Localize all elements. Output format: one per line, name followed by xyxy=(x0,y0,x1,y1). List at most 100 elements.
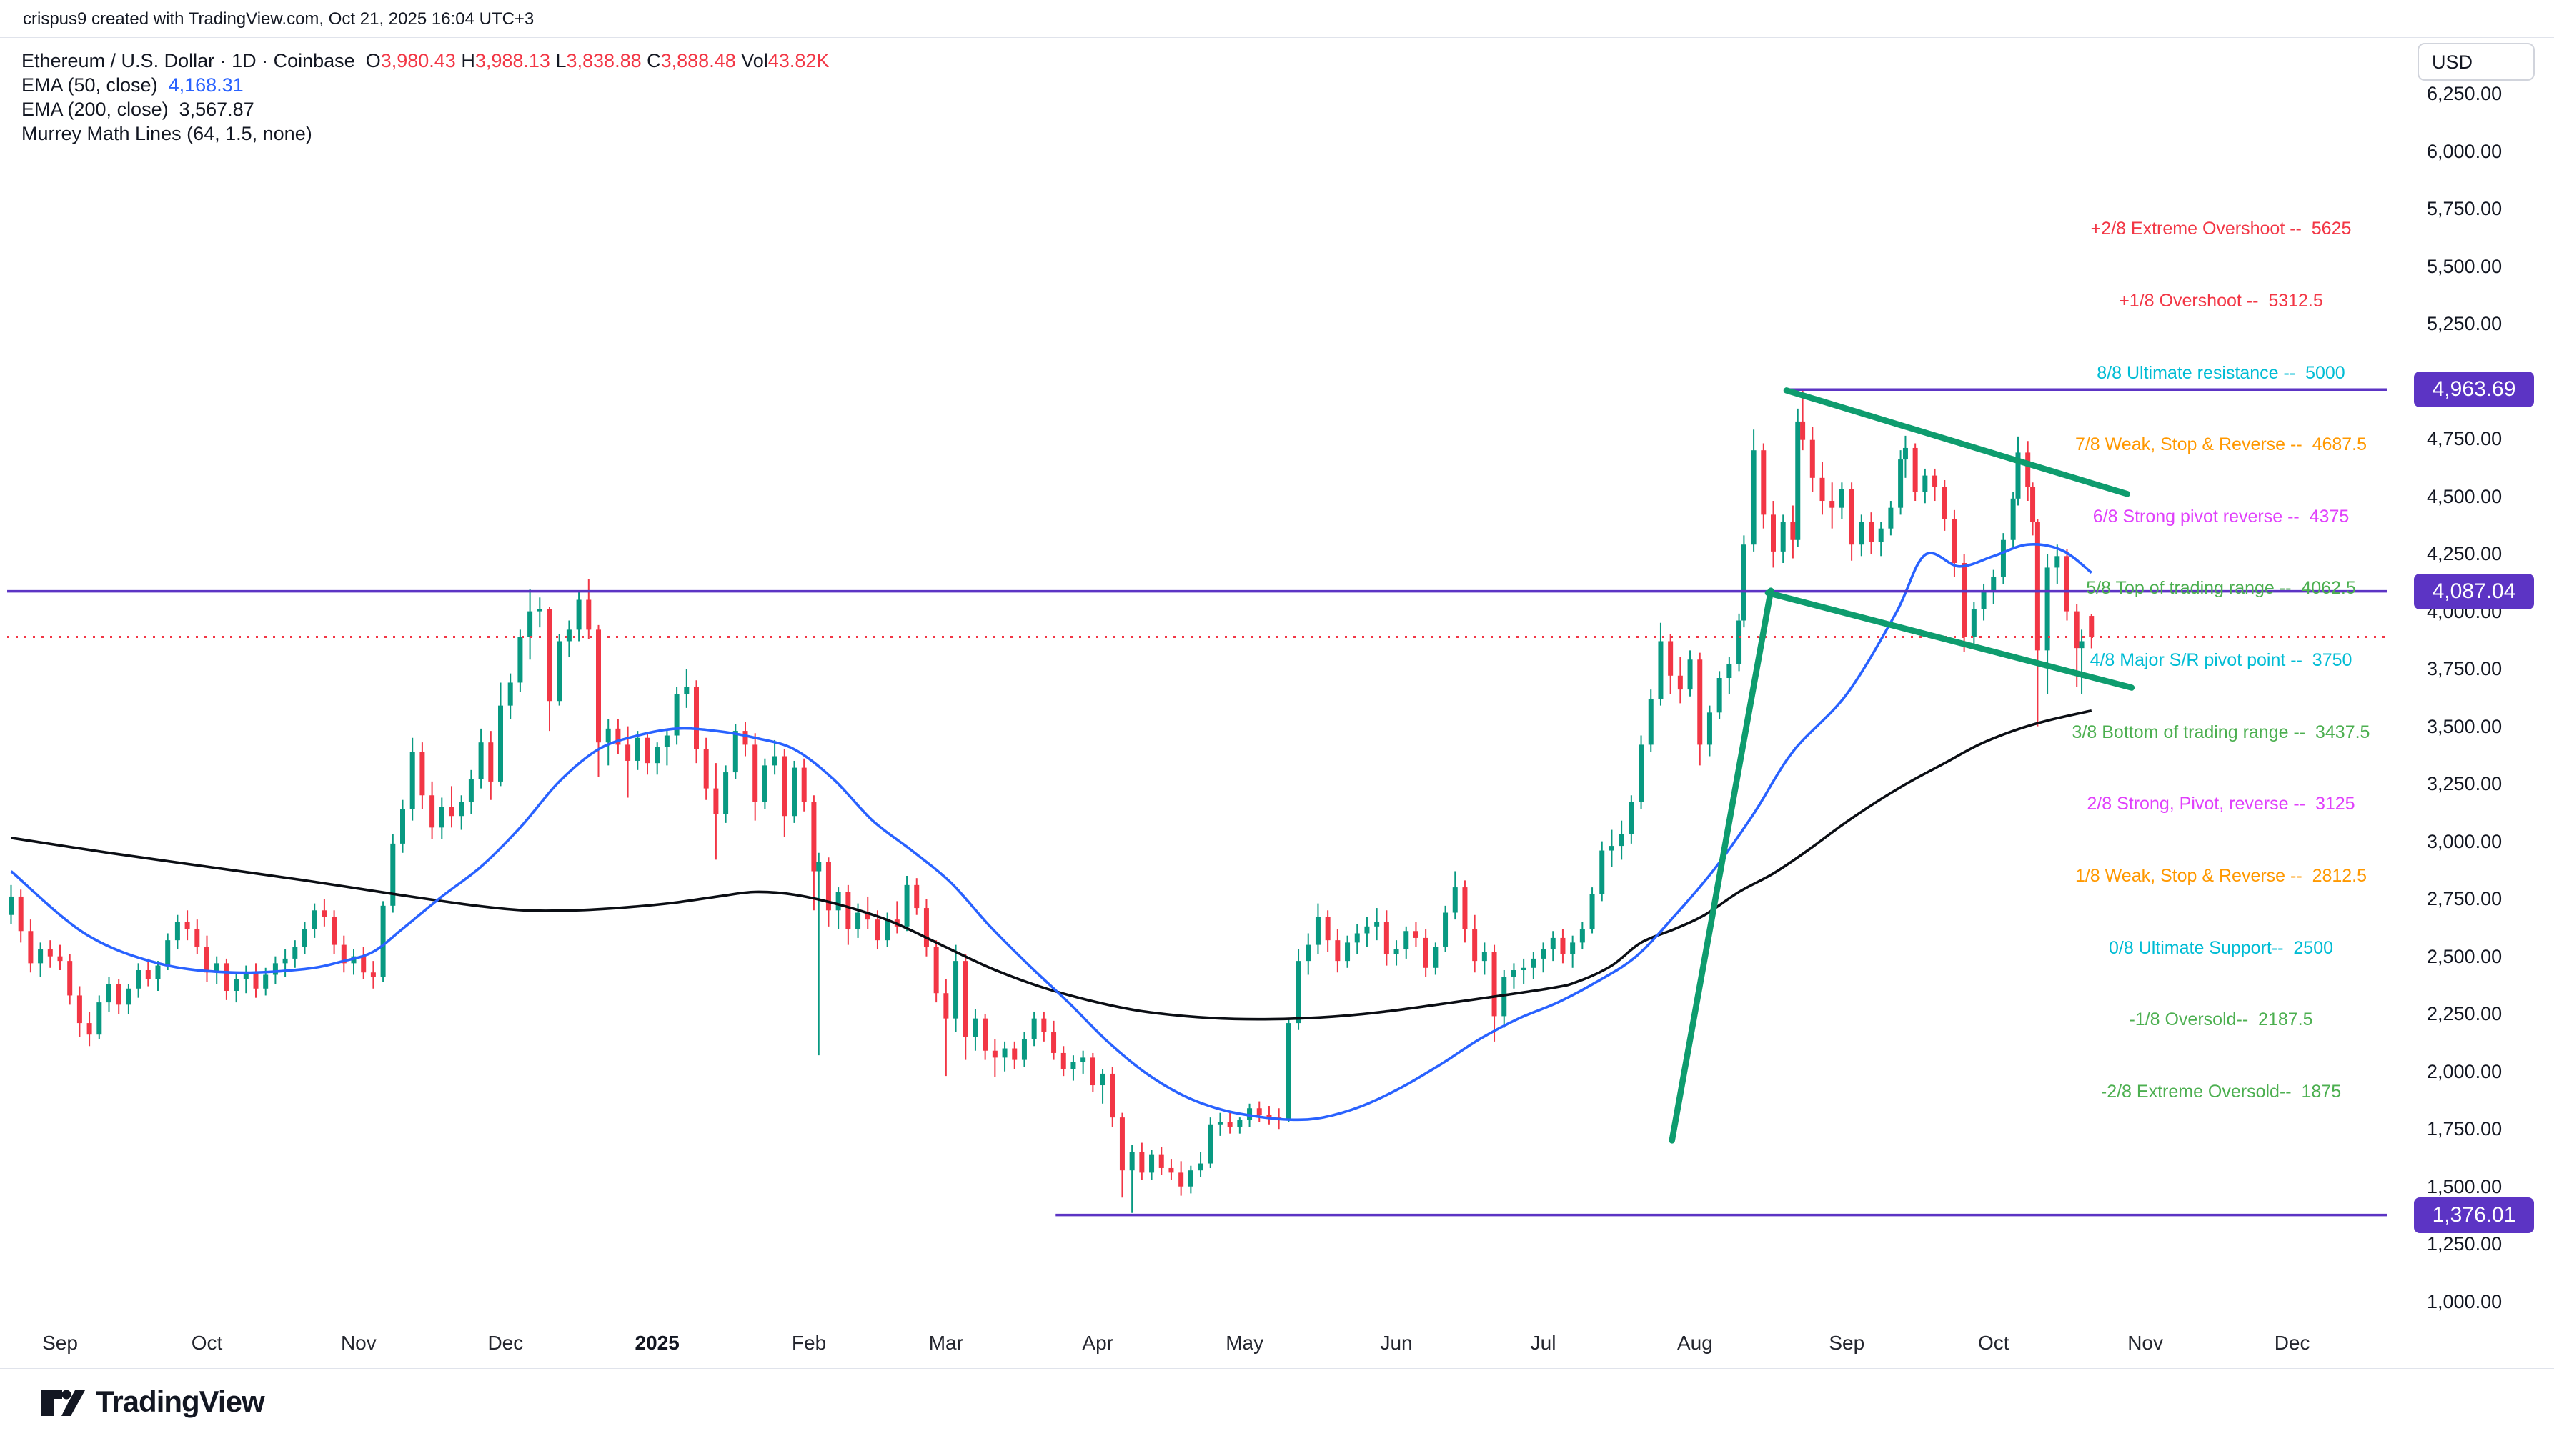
candle-body xyxy=(1761,450,1767,515)
price-badge: 4,963.69 xyxy=(2414,372,2534,408)
candle-body xyxy=(263,974,269,989)
candle-body xyxy=(772,756,777,766)
chart-drawings xyxy=(7,387,2387,1217)
candle-body xyxy=(1443,912,1449,947)
candle-body xyxy=(1217,1122,1223,1125)
candle-body xyxy=(322,910,327,917)
murrey-level-label: +1/8 Overshoot -- 5312.5 xyxy=(2119,290,2323,311)
ema50-value: 4,168.31 xyxy=(168,74,244,96)
candle-body xyxy=(380,905,386,977)
price-axis-label: 1,250.00 xyxy=(2427,1233,2503,1255)
time-axis-label: Aug xyxy=(1676,1332,1713,1354)
candle-body xyxy=(557,641,562,702)
candle-body xyxy=(1198,1163,1203,1171)
candle-body xyxy=(459,802,464,817)
candle-body xyxy=(1345,942,1351,962)
price-axis-label: 2,000.00 xyxy=(2427,1060,2503,1082)
candle-body xyxy=(47,949,53,957)
volume-label: Vol xyxy=(741,50,768,71)
ema200-line xyxy=(11,709,2092,1021)
candle-body xyxy=(811,802,817,872)
candle-body xyxy=(527,611,533,637)
candle-body xyxy=(2030,487,2036,522)
candle-body xyxy=(1403,931,1409,950)
time-axis-label: Nov xyxy=(2127,1332,2163,1354)
candle-body xyxy=(2015,452,2021,499)
candle-body xyxy=(875,919,880,941)
candle-body xyxy=(204,947,209,973)
ohlc-low-label: L xyxy=(555,50,567,71)
ema-lines xyxy=(10,543,2092,1122)
ema200-value: 3,567.87 xyxy=(179,99,254,120)
candle-body xyxy=(1716,678,1722,713)
candle-body xyxy=(116,984,121,1005)
candle-body xyxy=(351,956,357,964)
candle-body xyxy=(517,637,523,683)
candle-body xyxy=(1119,1117,1125,1171)
candle-body xyxy=(1149,1154,1155,1173)
candle-body xyxy=(1070,1062,1076,1069)
candle-body xyxy=(576,599,582,630)
candle-body xyxy=(400,809,405,844)
candle-body xyxy=(645,737,650,764)
candle-body xyxy=(1129,1152,1135,1171)
candle-body xyxy=(1178,1172,1184,1187)
candle-body xyxy=(635,737,640,761)
candle-body xyxy=(136,970,141,989)
candle-body xyxy=(1609,846,1614,851)
candle-body xyxy=(963,961,968,1037)
candle-body xyxy=(1859,522,1864,545)
currency-selector-button[interactable]: USD xyxy=(2418,43,2535,81)
candle-body xyxy=(2010,498,2016,540)
candle-body xyxy=(694,687,699,749)
candle-body xyxy=(625,744,631,761)
candle-body xyxy=(488,742,494,782)
candle-body xyxy=(1898,459,1904,508)
attribution-text: crispus9 created with TradingView.com, O… xyxy=(23,9,535,29)
ema200-label: EMA (200, close) xyxy=(21,99,169,120)
candle-body xyxy=(1800,421,1806,440)
candle-body xyxy=(1839,489,1844,508)
time-axis-label: Sep xyxy=(1829,1332,1865,1354)
candle-body xyxy=(1942,487,1947,519)
footer-separator xyxy=(0,1368,2554,1369)
price-badge: 4,087.04 xyxy=(2414,573,2534,609)
candle-body xyxy=(1819,477,1825,502)
time-axis-label: Nov xyxy=(340,1332,377,1354)
candle-body xyxy=(835,892,841,911)
candle-body xyxy=(478,742,484,779)
time-axis-label: Sep xyxy=(42,1332,78,1354)
murrey-level-label: 7/8 Weak, Stop & Reverse -- 4687.5 xyxy=(2074,434,2367,455)
trendline xyxy=(1764,589,2135,691)
candle-body xyxy=(1158,1154,1164,1168)
candle-body xyxy=(9,896,14,915)
candle-body xyxy=(1668,641,1674,676)
candle-body xyxy=(126,988,131,1005)
murrey-level-label: -2/8 Extreme Oversold-- 1875 xyxy=(2100,1081,2342,1102)
candle-body xyxy=(1751,450,1757,545)
time-axis-label: 2025 xyxy=(635,1332,680,1354)
candle-body xyxy=(1100,1073,1105,1086)
candle-body xyxy=(76,995,82,1024)
ohlc-low-value: 3,838.88 xyxy=(566,50,642,71)
candle-body xyxy=(2025,452,2031,487)
tradingview-logo[interactable]: TradingView xyxy=(40,1385,265,1419)
time-axis-label: Dec xyxy=(487,1332,524,1354)
price-axis-label: 4,500.00 xyxy=(2427,485,2503,507)
candle-body xyxy=(713,788,719,814)
candle-body xyxy=(1041,1018,1047,1032)
candle-body xyxy=(1208,1124,1213,1164)
candle-body xyxy=(973,1018,978,1037)
candle-body xyxy=(703,749,709,789)
candle-body xyxy=(943,993,949,1019)
tradingview-logo-icon xyxy=(41,1390,85,1416)
candle-body xyxy=(1090,1057,1095,1086)
candle-body xyxy=(1829,501,1835,508)
candle-body xyxy=(361,956,367,973)
candle-body xyxy=(1795,421,1801,540)
ohlc-open-label: O xyxy=(365,50,381,71)
candle-body xyxy=(1237,1120,1243,1127)
price-axis-label: 2,250.00 xyxy=(2427,1003,2503,1025)
murrey-legend-row: Murrey Math Lines (64, 1.5, none) xyxy=(21,121,829,146)
